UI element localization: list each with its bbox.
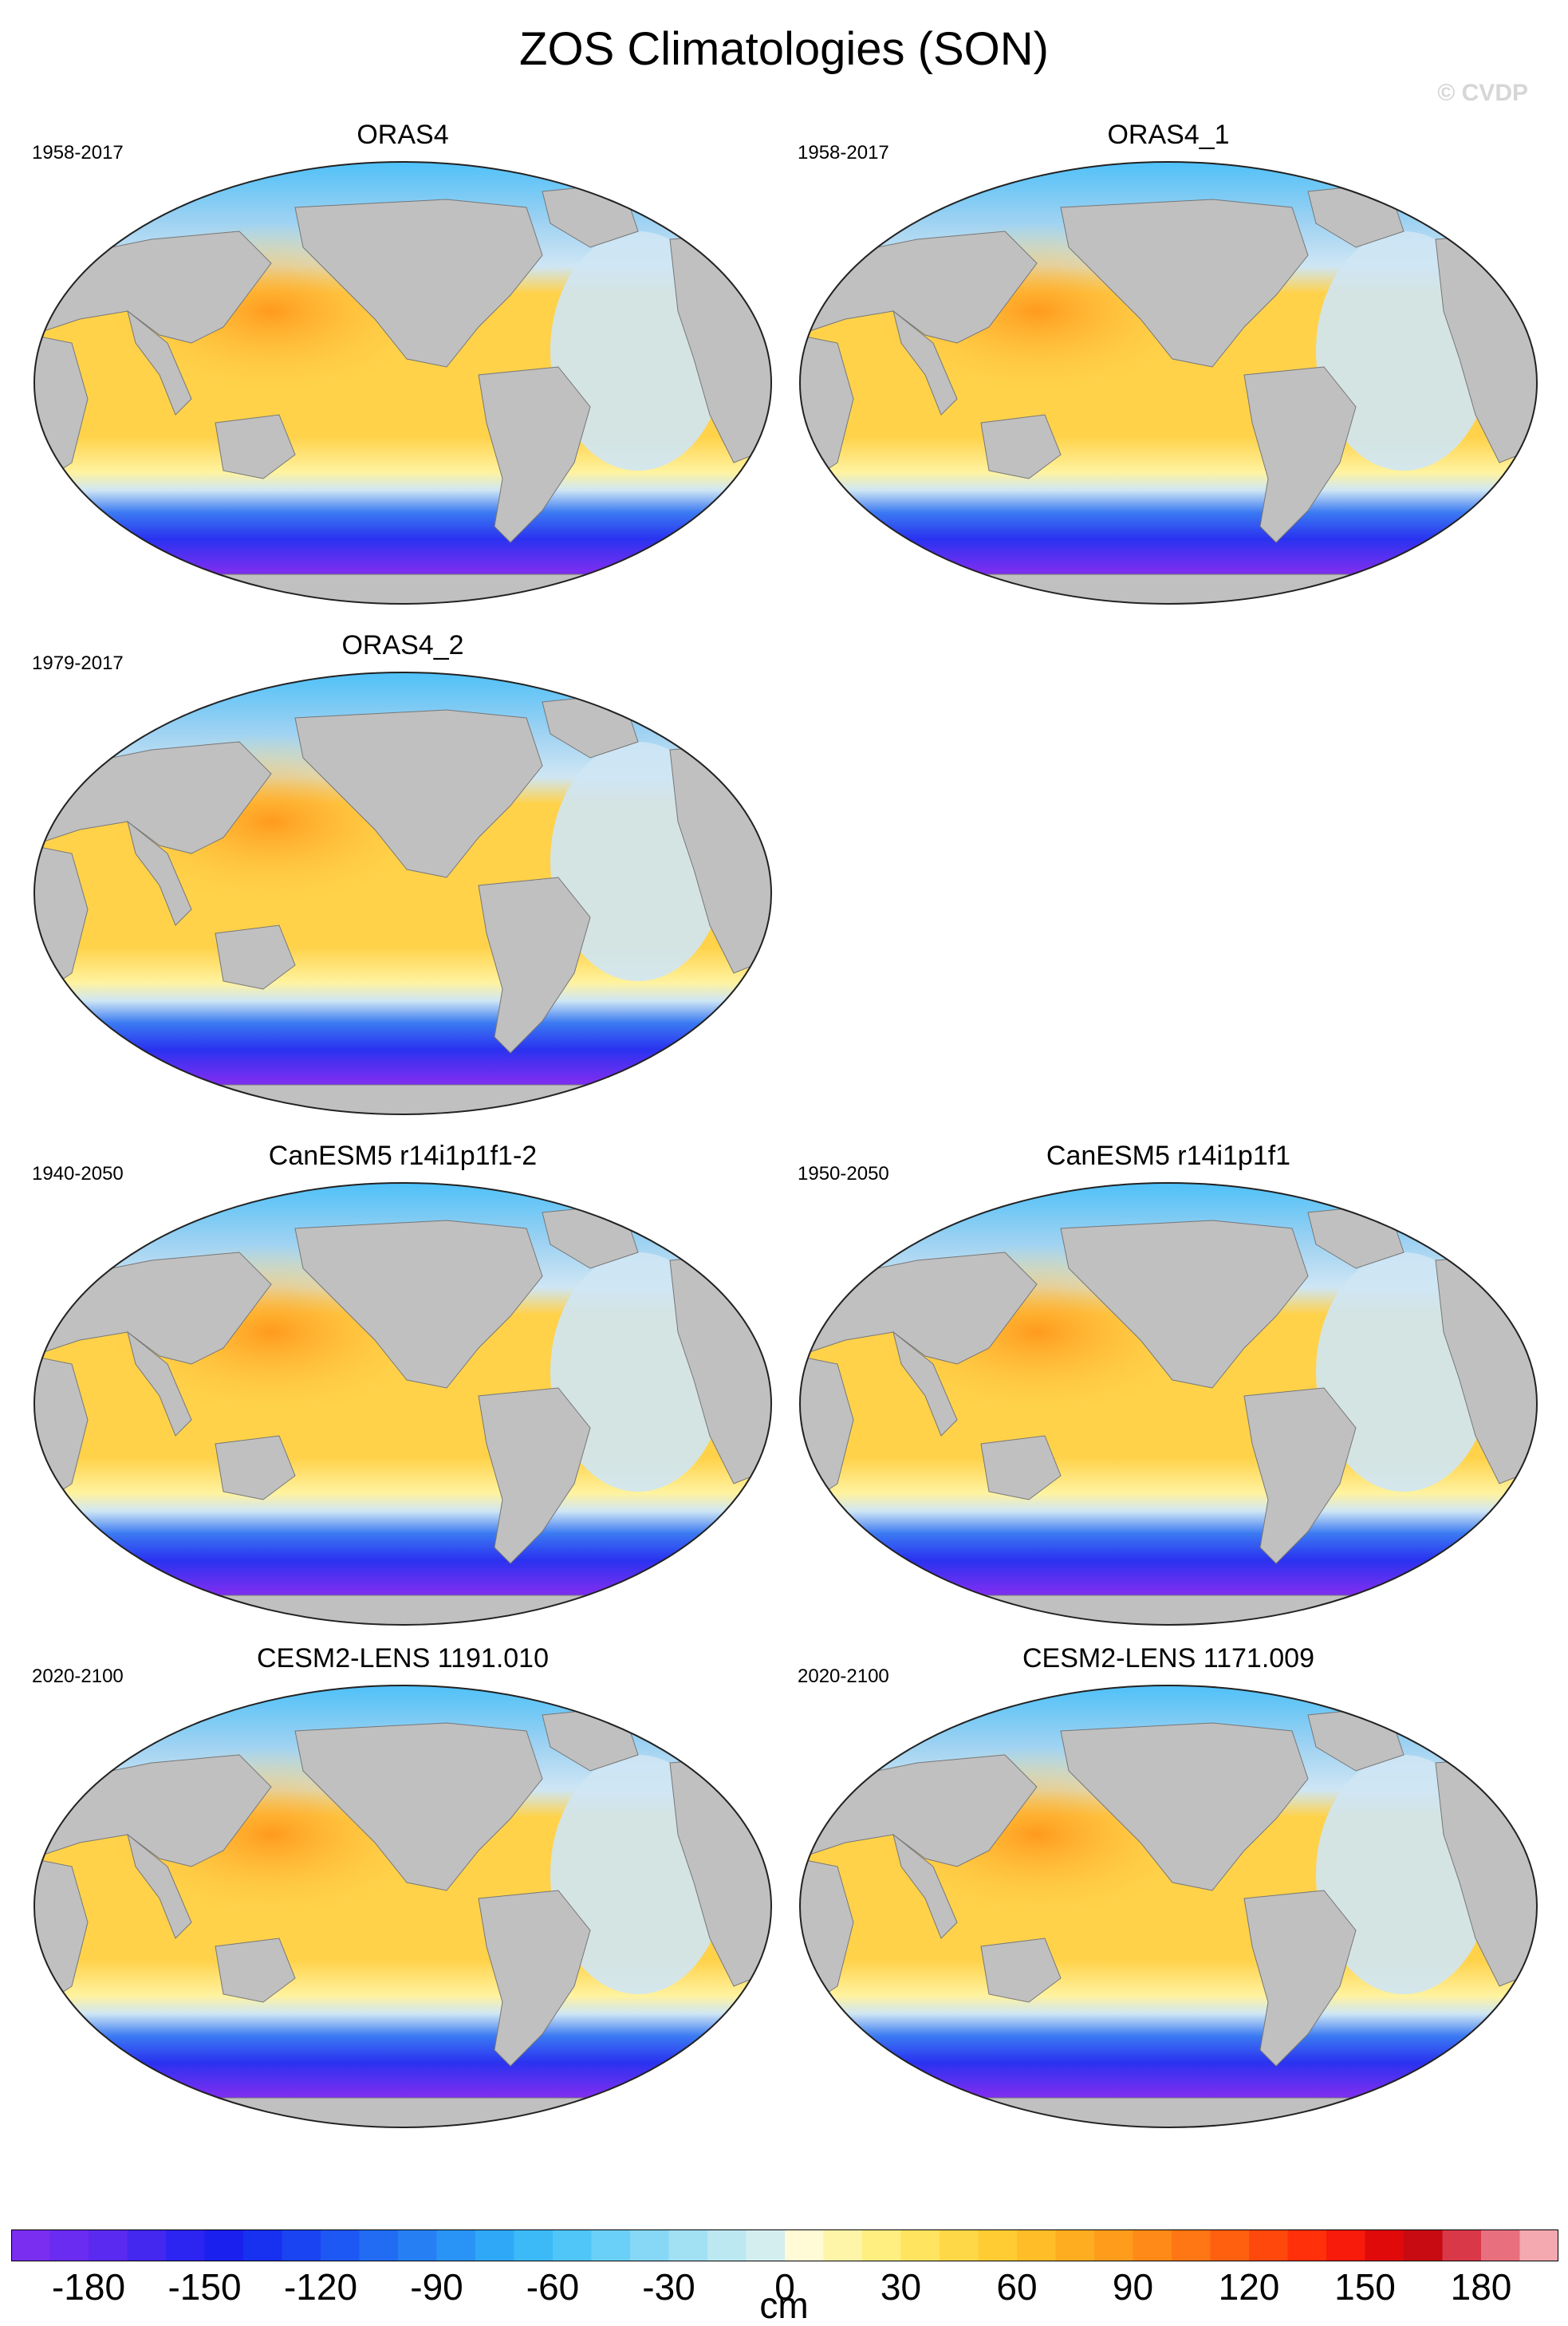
map-panel: ORAS4 1958-2017 xyxy=(32,120,774,614)
colorbar-swatch xyxy=(707,2229,747,2261)
colorbar-swatch xyxy=(436,2229,476,2261)
colorbar-swatch xyxy=(978,2229,1018,2261)
map-panel: ORAS4_1 1958-2017 xyxy=(798,120,1539,614)
colorbar-tick-label: -120 xyxy=(283,2266,358,2308)
colorbar-swatch xyxy=(668,2229,708,2261)
colorbar-swatch xyxy=(1249,2229,1288,2261)
colorbar-swatch xyxy=(127,2229,167,2261)
panel-years: 2020-2100 xyxy=(798,1666,889,1687)
panel-years: 1940-2050 xyxy=(32,1163,124,1185)
colorbar-tick-label: 150 xyxy=(1334,2266,1396,2308)
colorbar-swatch xyxy=(940,2229,979,2261)
colorbar-tick-label: 60 xyxy=(996,2266,1038,2308)
colorbar-swatch xyxy=(1481,2229,1520,2261)
world-map xyxy=(799,161,1538,605)
world-map xyxy=(799,1685,1538,2128)
colorbar-swatch xyxy=(1442,2229,1482,2261)
colorbar-swatch xyxy=(1172,2229,1211,2261)
colorbar-swatch xyxy=(1287,2229,1327,2261)
colorbar-swatch xyxy=(1055,2229,1095,2261)
colorbar-swatch xyxy=(321,2229,360,2261)
colorbar-swatch xyxy=(49,2229,89,2261)
panel-years: 1950-2050 xyxy=(798,1163,889,1185)
panel-years: 1958-2017 xyxy=(798,142,889,164)
colorbar-swatch xyxy=(823,2229,863,2261)
colorbar-tick-label: 180 xyxy=(1450,2266,1512,2308)
colorbar-swatch xyxy=(1326,2229,1365,2261)
colorbar-swatch xyxy=(11,2229,50,2261)
colorbar-swatch xyxy=(1519,2229,1558,2261)
world-map xyxy=(33,672,772,1115)
colorbar-swatch xyxy=(1017,2229,1056,2261)
colorbar-tick-label: -90 xyxy=(410,2266,463,2308)
colorbar-unit-label: cm xyxy=(759,2285,809,2326)
colorbar-swatch xyxy=(359,2229,399,2261)
colorbar xyxy=(11,2229,1558,2261)
colorbar-swatch xyxy=(1404,2229,1443,2261)
colorbar-tick-label: 30 xyxy=(880,2266,922,2308)
colorbar-swatch xyxy=(282,2229,321,2261)
panel-title: CanESM5 r14i1p1f1-2 xyxy=(268,1141,538,1171)
panel-title: CESM2-LENS 1171.009 xyxy=(1022,1643,1314,1674)
panel-title: ORAS4 xyxy=(357,120,449,150)
world-map xyxy=(33,161,772,605)
colorbar-swatch xyxy=(1210,2229,1250,2261)
colorbar-tick-label: 0 xyxy=(774,2266,795,2308)
panel-years: 2020-2100 xyxy=(32,1666,124,1687)
watermark: © CVDP xyxy=(1437,80,1528,106)
map-panel: CESM2-LENS 1191.010 2020-2100 xyxy=(32,1643,774,2138)
colorbar-tick-label: -150 xyxy=(167,2266,242,2308)
colorbar-swatch xyxy=(475,2229,514,2261)
panel-years: 1958-2017 xyxy=(32,142,124,164)
colorbar-tick-label: 120 xyxy=(1218,2266,1280,2308)
colorbar-swatch xyxy=(785,2229,824,2261)
colorbar-swatch xyxy=(900,2229,940,2261)
colorbar-tick-label: -30 xyxy=(642,2266,695,2308)
colorbar-swatch xyxy=(553,2229,592,2261)
colorbar-swatch xyxy=(591,2229,631,2261)
colorbar-tick-label: -60 xyxy=(526,2266,580,2308)
colorbar-swatch xyxy=(1094,2229,1133,2261)
colorbar-swatch xyxy=(630,2229,669,2261)
colorbar-swatch xyxy=(89,2229,128,2261)
colorbar-swatch xyxy=(514,2229,554,2261)
panel-years: 1979-2017 xyxy=(32,652,124,674)
colorbar-swatch xyxy=(746,2229,786,2261)
map-panel: CanESM5 r14i1p1f1 1950-2050 xyxy=(798,1141,1539,1635)
world-map xyxy=(799,1182,1538,1626)
world-map xyxy=(33,1685,772,2128)
colorbar-swatch xyxy=(398,2229,437,2261)
panel-title: ORAS4_2 xyxy=(341,630,464,660)
colorbar-tick-label: -180 xyxy=(51,2266,126,2308)
colorbar-labels: -180 -150 -120 -90 -60 -30 0 30 60 90 120 150 180 xyxy=(11,2265,1558,2308)
figure-title: ZOS Climatologies (SON) xyxy=(519,23,1049,75)
colorbar-swatch xyxy=(862,2229,901,2261)
colorbar-swatch xyxy=(243,2229,282,2261)
colorbar-swatch xyxy=(204,2229,244,2261)
panel-title: CanESM5 r14i1p1f1 xyxy=(1046,1141,1291,1171)
colorbar-swatch xyxy=(166,2229,205,2261)
colorbar-swatch xyxy=(1133,2229,1172,2261)
map-panel: CanESM5 r14i1p1f1-2 1940-2050 xyxy=(32,1141,774,1635)
panel-title: CESM2-LENS 1191.010 xyxy=(256,1643,549,1674)
map-panel: CESM2-LENS 1171.009 2020-2100 xyxy=(798,1643,1539,2138)
world-map xyxy=(33,1182,772,1626)
map-panel: ORAS4_2 1979-2017 xyxy=(32,630,774,1125)
colorbar-swatch xyxy=(1365,2229,1405,2261)
colorbar-tick-label: 90 xyxy=(1112,2266,1154,2308)
panel-title: ORAS4_1 xyxy=(1107,120,1230,150)
